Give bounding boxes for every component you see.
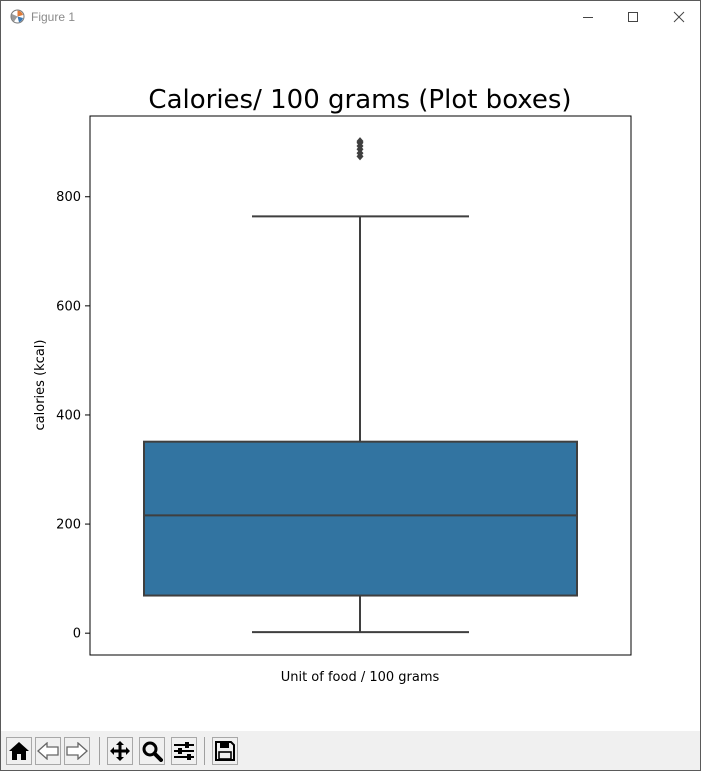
outlier-point [356, 137, 364, 146]
pan-icon [110, 741, 130, 761]
iqr-box [143, 440, 578, 597]
zoom-icon [142, 741, 163, 762]
window-title: Figure 1 [31, 10, 76, 24]
home-icon [9, 742, 29, 760]
box-plot-chart: Calories/ 100 grams (Plot boxes) 0 200 400… [33, 85, 632, 685]
maximize-icon [628, 11, 638, 22]
save-button[interactable] [212, 737, 238, 765]
y-tick-label: 0 [73, 627, 81, 642]
figure-app-icon [10, 9, 25, 24]
maximize-button[interactable] [610, 1, 656, 32]
configure-subplots-button[interactable] [171, 737, 197, 765]
toolbar-separator [99, 737, 100, 765]
back-button[interactable] [35, 737, 61, 765]
y-tick-label: 600 [56, 299, 81, 314]
x-axis-label: Unit of food / 100 grams [281, 670, 440, 685]
forward-icon [66, 742, 88, 760]
y-tick-label: 400 [56, 408, 81, 423]
back-icon [37, 742, 59, 760]
title-bar: Figure 1 [1, 1, 700, 32]
y-tick-label: 200 [56, 518, 81, 533]
pan-button[interactable] [107, 737, 133, 765]
toolbar-separator [204, 737, 205, 765]
save-icon [215, 741, 235, 761]
forward-button[interactable] [64, 737, 90, 765]
y-tick-label: 800 [56, 190, 81, 205]
box-group [143, 137, 578, 634]
outlier-points [356, 137, 364, 161]
y-axis-label: calories (kcal) [33, 340, 48, 431]
y-axis-ticks: 0 200 400 600 800 [56, 190, 90, 642]
configure-subplots-icon [174, 742, 194, 760]
close-icon [673, 11, 685, 22]
zoom-button[interactable] [139, 737, 165, 765]
home-button[interactable] [6, 737, 32, 765]
close-button[interactable] [656, 1, 701, 32]
navigation-toolbar [1, 731, 700, 770]
minimize-button[interactable] [565, 1, 611, 32]
chart-title: Calories/ 100 grams (Plot boxes) [148, 85, 571, 115]
figure-canvas[interactable]: Calories/ 100 grams (Plot boxes) 0 200 400… [1, 32, 700, 731]
minimize-icon [583, 16, 593, 18]
